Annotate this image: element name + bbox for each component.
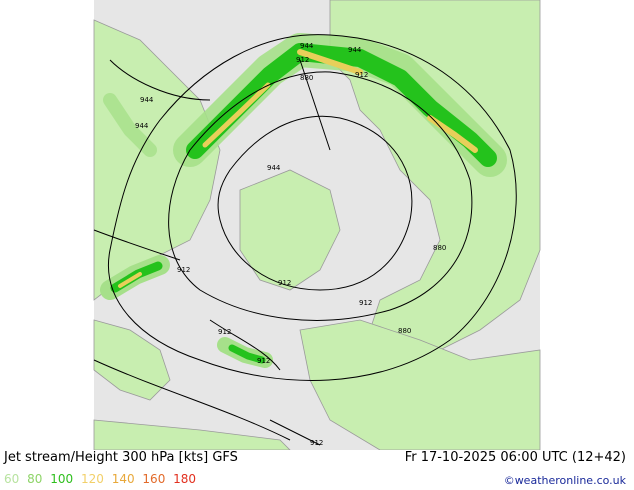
contour-label: 912 [355,71,368,79]
contour-label: 944 [135,122,149,130]
contour-label: 912 [218,328,231,336]
height-contours [93,34,517,446]
contour-label: 912 [310,439,323,447]
contour-label: 880 [433,244,446,252]
contour-label: 944 [300,42,314,50]
jet-stream-map: 944 944 912 880 912 944 944 944 880 912 … [93,0,541,450]
valid-datetime: Fr 17-10-2025 06:00 UTC (12+42) [404,450,626,465]
land-masses [93,0,541,450]
legend-120: 120 [80,472,104,486]
jet-stream-bands [100,33,507,368]
legend-140: 140 [111,472,135,486]
legend-100: 100 [50,472,74,486]
contour-label: 912 [359,299,372,307]
contour-label: 912 [177,266,190,274]
contour-labels: 944 944 912 880 912 944 944 944 880 912 … [135,42,446,447]
contour-label: 944 [267,164,281,172]
map-title: Jet stream/Height 300 hPa [kts] GFS [4,450,238,465]
footer: Jet stream/Height 300 hPa [kts] GFS Fr 1… [0,450,634,490]
legend-80: 80 [27,472,43,486]
contour-label: 944 [348,46,362,54]
legend: 60 80 100 120 140 160 180 [4,472,200,486]
contour-label: 912 [278,279,291,287]
contour-label: 912 [296,56,309,64]
contour-label: 912 [257,357,270,365]
contour-label: 880 [398,327,411,335]
credit-link[interactable]: ©weatheronline.co.uk [503,474,626,487]
legend-60: 60 [4,472,20,486]
legend-160: 160 [142,472,166,486]
legend-180: 180 [173,472,197,486]
contour-label: 944 [140,96,154,104]
contour-label: 880 [300,74,313,82]
